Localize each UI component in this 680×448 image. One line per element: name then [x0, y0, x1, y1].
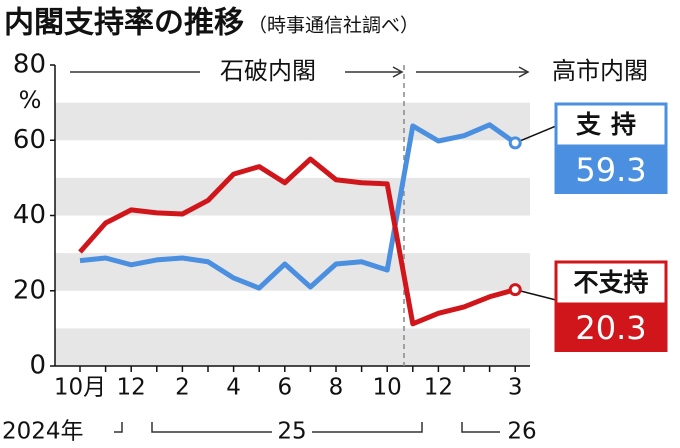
- value-label: 20.3: [575, 309, 646, 347]
- chart-subtitle: （時事通信社調べ）: [248, 15, 419, 37]
- x-tick-label: 6: [277, 375, 292, 401]
- series-line: [79, 122, 517, 291]
- y-tick-label: 20: [13, 275, 46, 305]
- year-label: 26: [507, 419, 536, 445]
- year-label: 25: [277, 419, 306, 445]
- legend-label: 支持: [576, 110, 646, 139]
- end-marker: [508, 283, 522, 297]
- arrow-head: [518, 66, 530, 78]
- band: [55, 102, 530, 141]
- x-tick-label: 10: [373, 375, 402, 401]
- year-label: 2024年: [2, 419, 84, 445]
- year-bracket: [461, 422, 500, 433]
- annotation: 石破内閣: [220, 57, 316, 85]
- callout-line: [515, 288, 557, 301]
- x-tick-label: 4: [226, 375, 241, 401]
- x-tick-label: 3: [508, 375, 523, 401]
- x-tick-label: 8: [329, 375, 344, 401]
- x-tick-label: 10月: [54, 375, 106, 401]
- legend-box: [554, 102, 668, 148]
- y-tick-label: 0: [29, 351, 46, 381]
- annotation: 高市内閣: [552, 57, 648, 85]
- end-marker: [508, 136, 522, 150]
- y-tick-label: 80: [13, 50, 46, 80]
- arrow-head: [392, 66, 404, 78]
- legend-box: [554, 260, 668, 306]
- value-box: [554, 304, 668, 352]
- callout-line: [514, 125, 557, 144]
- year-bracket: [151, 422, 272, 433]
- value-box: [554, 146, 668, 194]
- legend-label: 不支持: [573, 268, 648, 297]
- y-tick-label: 60: [13, 125, 46, 155]
- year-bracket: [312, 422, 423, 433]
- y-unit: %: [19, 86, 42, 114]
- year-bracket: [114, 422, 123, 433]
- y-tick-label: 40: [13, 200, 46, 230]
- series-line: [78, 156, 516, 327]
- x-tick-label: 12: [117, 375, 146, 401]
- band: [55, 328, 530, 366]
- x-tick-label: 12: [424, 375, 453, 401]
- chart-title: 内閣支持率の推移: [4, 6, 244, 41]
- x-tick-label: 2: [175, 375, 190, 401]
- value-label: 59.3: [575, 151, 646, 189]
